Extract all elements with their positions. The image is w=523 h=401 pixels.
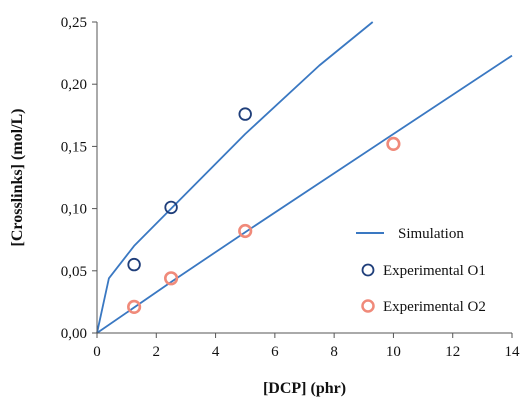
x-tick-label: 0 [93,344,101,360]
legend-simulation-label: Simulation [398,226,464,242]
legend-o1-label: Experimental O1 [383,263,486,279]
o2-data-point [386,136,401,151]
o2-data-point [164,271,179,286]
y-tick-label: 0,00 [61,326,87,342]
simulation-curve-1 [96,21,374,334]
legend-o2-label: Experimental O2 [383,299,486,315]
experimental-markers [127,107,401,315]
o1-data-point [164,200,178,215]
x-axis-title: [DCP] (phr) [263,380,346,397]
x-tick-label: 2 [153,344,161,360]
o1-data-point [238,107,252,121]
y-axis-title: [Crosslinks] (mol/L) [9,109,26,247]
y-tick-label: 0,15 [61,139,87,155]
o1-data-point [127,257,141,272]
y-tick-label: 0,25 [61,15,87,31]
legend-o1-marker [361,263,375,277]
o2-data-point [238,223,253,239]
chart-legend: Simulation Experimental O1 Experimental … [356,226,486,315]
chart-axes [96,22,512,334]
simulation-curve-2 [96,54,513,334]
x-tick-label: 14 [505,344,521,360]
y-tick-label: 0,05 [61,264,87,280]
o2-data-point [127,299,142,315]
y-tick-label: 0,20 [61,77,87,93]
x-tick-label: 4 [212,344,220,360]
x-tick-label: 8 [330,344,338,360]
axis-ticks: 0 2 4 6 8 10 12 14 0,00 0,05 0,10 0,15 0,20 0,25 [61,15,520,360]
x-tick-label: 12 [445,344,460,360]
y-tick-label: 0,10 [61,202,87,218]
legend-o2-marker [361,299,375,313]
simulation-curves [96,21,513,334]
x-tick-label: 6 [271,344,279,360]
x-tick-label: 10 [386,344,401,360]
